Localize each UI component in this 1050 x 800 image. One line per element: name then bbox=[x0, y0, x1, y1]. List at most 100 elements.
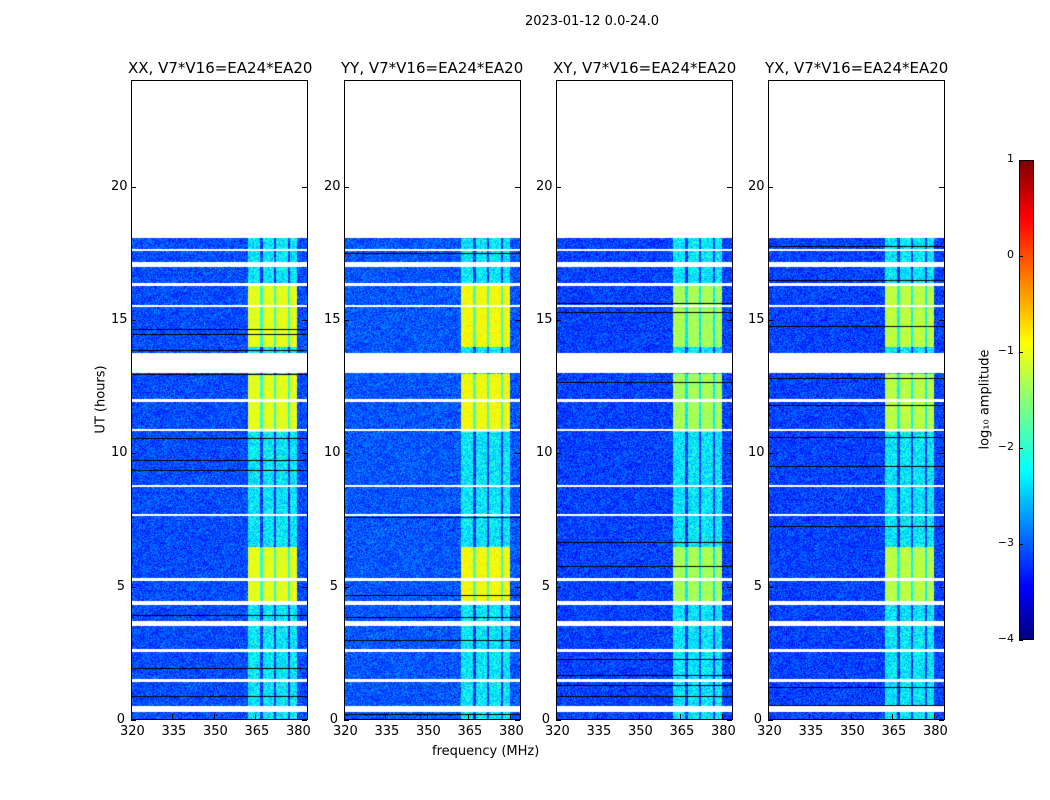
x-tick bbox=[172, 714, 174, 719]
x-tick bbox=[296, 714, 298, 719]
panel-title: XX, V7*V16=EA24*EA20 bbox=[128, 59, 313, 77]
y-tick bbox=[768, 586, 773, 588]
spectrogram-panel-1 bbox=[131, 80, 308, 720]
y-tick bbox=[727, 186, 732, 188]
x-tick-label: 335 bbox=[586, 724, 612, 739]
y-tick-label: 10 bbox=[324, 445, 341, 461]
y-tick bbox=[515, 320, 520, 321]
y-tick-label: 15 bbox=[748, 312, 765, 327]
colorbar-tick bbox=[1019, 544, 1023, 545]
y-tick-label: 0 bbox=[116, 712, 125, 727]
x-tick-label: 320 bbox=[333, 724, 358, 739]
y-tick bbox=[939, 720, 944, 721]
heatmap-cells bbox=[769, 81, 944, 719]
x-tick-label: 335 bbox=[161, 724, 187, 739]
y-tick bbox=[768, 720, 773, 721]
x-tick bbox=[638, 714, 640, 719]
y-tick bbox=[131, 720, 136, 721]
y-tick bbox=[344, 720, 349, 721]
x-tick bbox=[892, 714, 894, 719]
x-tick bbox=[933, 714, 935, 719]
y-tick bbox=[727, 720, 732, 721]
y-tick-label: 0 bbox=[753, 712, 762, 727]
x-tick-label: 350 bbox=[415, 724, 441, 739]
y-tick bbox=[939, 586, 944, 588]
y-tick-label: 10 bbox=[536, 445, 553, 461]
x-tick-label: 320 bbox=[757, 724, 782, 739]
y-tick bbox=[939, 186, 944, 188]
x-tick-label: 365 bbox=[669, 724, 695, 739]
y-tick bbox=[131, 320, 136, 321]
y-tick bbox=[131, 586, 136, 588]
x-tick-label: 365 bbox=[881, 724, 907, 739]
spectrogram-panel-4 bbox=[768, 80, 945, 720]
y-tick bbox=[556, 586, 561, 588]
panel-title: YX, V7*V16=EA24*EA20 bbox=[765, 59, 949, 77]
colorbar-tick-label: 1 bbox=[1007, 152, 1014, 165]
y-tick bbox=[727, 586, 732, 588]
y-tick bbox=[302, 586, 307, 588]
heatmap-cells bbox=[557, 81, 732, 719]
heatmap-cells bbox=[132, 81, 307, 719]
x-tick bbox=[509, 714, 511, 719]
x-tick-label: 335 bbox=[374, 724, 400, 739]
y-tick bbox=[302, 320, 307, 321]
y-tick-label: 0 bbox=[541, 712, 550, 727]
x-tick-label: 320 bbox=[120, 724, 145, 739]
x-tick-label: 365 bbox=[244, 724, 270, 739]
y-tick bbox=[556, 186, 561, 188]
x-tick-label: 380 bbox=[498, 724, 524, 739]
y-tick-label: 0 bbox=[329, 712, 338, 727]
x-tick-label: 380 bbox=[922, 724, 948, 739]
y-tick bbox=[556, 320, 561, 321]
y-tick bbox=[515, 186, 520, 188]
y-tick bbox=[344, 586, 349, 588]
x-tick bbox=[556, 714, 557, 719]
colorbar-tick-label: −2 bbox=[997, 440, 1014, 453]
x-tick bbox=[850, 714, 852, 719]
colorbar-tick bbox=[1019, 448, 1023, 449]
y-tick bbox=[302, 453, 307, 455]
y-tick bbox=[344, 320, 349, 321]
y-tick-label: 20 bbox=[111, 178, 128, 194]
y-tick bbox=[768, 320, 773, 321]
x-tick bbox=[213, 714, 215, 719]
colorbar-tick-label: −4 bbox=[997, 632, 1014, 645]
y-tick-label: 20 bbox=[324, 178, 341, 194]
colorbar-label: log₁₀ amplitude bbox=[977, 349, 993, 450]
colorbar-tick-label: −3 bbox=[997, 536, 1014, 549]
y-tick bbox=[344, 453, 349, 455]
y-tick bbox=[727, 320, 732, 321]
y-tick-label: 15 bbox=[324, 312, 341, 327]
y-tick bbox=[515, 586, 520, 588]
y-tick-label: 10 bbox=[111, 445, 128, 461]
y-tick bbox=[556, 453, 561, 455]
x-tick bbox=[680, 714, 682, 719]
y-tick bbox=[939, 320, 944, 321]
y-tick bbox=[515, 720, 520, 721]
y-tick bbox=[556, 720, 561, 721]
colorbar-tick-label: 0 bbox=[1007, 248, 1014, 261]
colorbar-tick bbox=[1019, 640, 1023, 641]
y-tick bbox=[768, 186, 773, 188]
x-tick bbox=[597, 714, 599, 719]
x-axis-label: frequency (MHz) bbox=[432, 744, 540, 759]
x-tick-label: 350 bbox=[627, 724, 653, 739]
y-axis-label: UT (hours) bbox=[93, 365, 109, 434]
x-tick bbox=[426, 714, 428, 719]
y-tick bbox=[131, 453, 136, 455]
y-tick-label: 20 bbox=[536, 178, 553, 194]
x-tick-label: 320 bbox=[545, 724, 570, 739]
colorbar-tick bbox=[1019, 256, 1023, 257]
x-tick-label: 380 bbox=[285, 724, 311, 739]
y-tick-label: 10 bbox=[748, 445, 765, 461]
y-tick-label: 5 bbox=[753, 578, 762, 594]
x-tick bbox=[721, 714, 723, 719]
colorbar-tick-label: −1 bbox=[997, 344, 1014, 357]
heatmap-cells bbox=[345, 81, 520, 719]
y-tick-label: 5 bbox=[116, 578, 125, 594]
y-tick bbox=[768, 453, 773, 455]
y-tick-label: 5 bbox=[541, 578, 550, 594]
x-tick-label: 350 bbox=[202, 724, 228, 739]
